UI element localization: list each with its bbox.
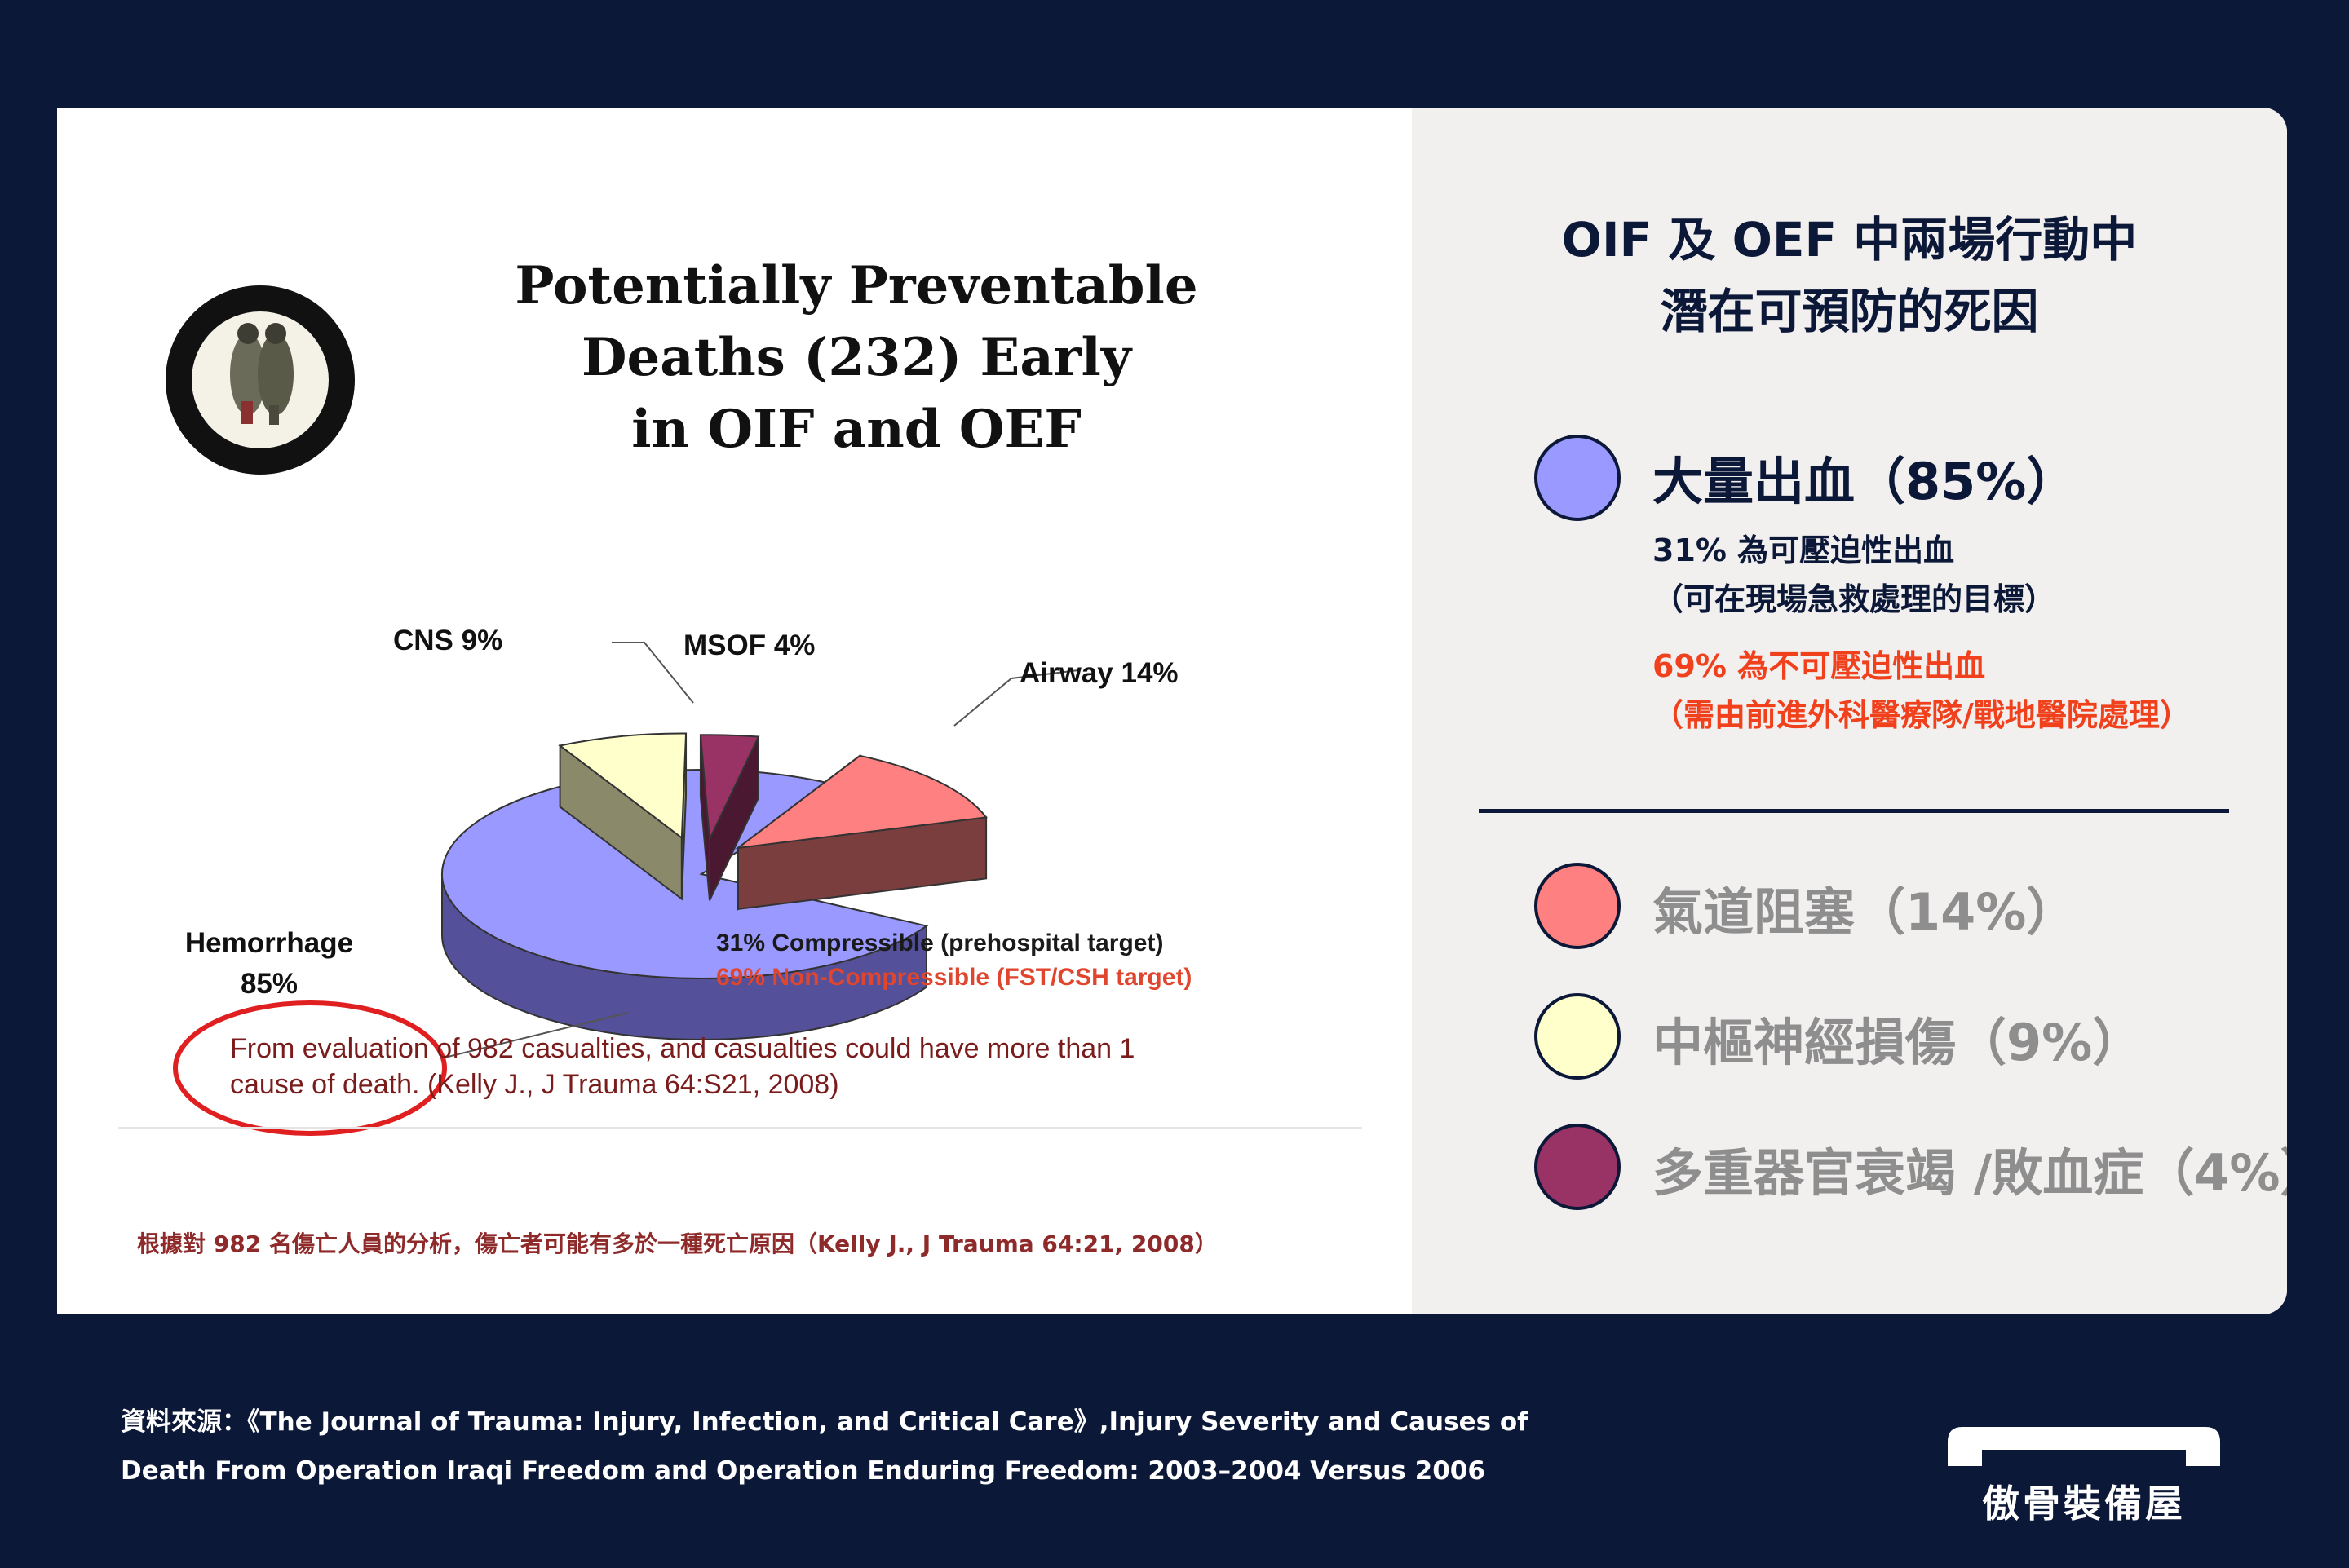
- msof-legend-label: 多重器官衰竭 /敗血症（4%）: [1652, 1143, 2287, 1203]
- slide-divider: [118, 1127, 1362, 1129]
- hemorrhage-leader-line: [444, 1012, 629, 1058]
- cns-leader-line: [612, 642, 694, 704]
- hemorrhage-highlight-ellipse: [173, 1000, 447, 1136]
- footer-line: Death From Operation Iraqi Freedom and O…: [121, 1456, 1485, 1486]
- footer-line: 資料來源：《The Journal of Trauma: Injury, Inf…: [121, 1407, 1528, 1437]
- hemorrhage-label: Hemorrhage 85%: [147, 923, 392, 1005]
- compressible-line: 31% 為可壓迫性出血: [1652, 532, 1955, 568]
- caption-line: From evaluation of 982 casualties, and c…: [230, 1033, 1135, 1064]
- source-slide: Potentially Preventable Deaths (232) Ear…: [57, 108, 1412, 1314]
- panel-title: OIF 及 OEF 中兩場行動中 潛在可預防的死因: [1412, 204, 2287, 347]
- tccc-logo: [166, 285, 355, 475]
- cns-dot: [1534, 993, 1621, 1080]
- hemorrhage-dot: [1534, 435, 1621, 521]
- panel-title-line: 潛在可預防的死因: [1660, 284, 2039, 339]
- pie-chart: [173, 642, 1079, 1136]
- slide-title-line: Deaths (232) Early: [582, 327, 1131, 388]
- slide-title: Potentially Preventable Deaths (232) Ear…: [449, 250, 1264, 466]
- pie-slice-airway: [735, 754, 988, 850]
- brand-logo: [1948, 1427, 2220, 1466]
- pie-slice-msof: [699, 734, 760, 842]
- noncompressible-note: 69% Non-Compressible (FST/CSH target): [716, 964, 1192, 991]
- hemorrhage-legend-label: 大量出血（85%）: [1652, 452, 2077, 511]
- hemorrhage-value: 85%: [240, 968, 299, 1000]
- hemorrhage-name: Hemorrhage: [184, 927, 354, 959]
- airway-label: Airway 14%: [1020, 657, 1179, 689]
- cns-label: CNS 9%: [393, 625, 503, 656]
- legend-panel: OIF 及 OEF 中兩場行動中 潛在可預防的死因 大量出血（85%） 31% …: [1412, 108, 2287, 1314]
- brand-name: 傲骨裝備屋: [1982, 1482, 2186, 1526]
- airway-legend-label: 氣道阻塞（14%）: [1652, 882, 2077, 942]
- noncompressible-detail: （需由前進外科醫療隊/戰地醫院處理）: [1652, 697, 2191, 733]
- noncompressible-line: 69% 為不可壓迫性出血: [1652, 648, 1986, 684]
- cns-legend-label: 中樞神經損傷（9%）: [1652, 1013, 2143, 1072]
- slide-title-line: in OIF and OEF: [631, 399, 1082, 460]
- chinese-caption: 根據對 982 名傷亡人員的分析，傷亡者可能有多於一種死亡原因（Kelly J.…: [137, 1230, 1218, 1257]
- slide-caption: From evaluation of 982 casualties, and c…: [230, 1031, 1315, 1102]
- caption-line: cause of death. (Kelly J., J Trauma 64:S…: [230, 1069, 839, 1100]
- airway-leader-line: [953, 669, 1079, 727]
- content-card: Potentially Preventable Deaths (232) Ear…: [57, 108, 2287, 1314]
- msof-dot: [1534, 1124, 1621, 1210]
- slide-title-line: Potentially Preventable: [515, 255, 1198, 316]
- source-footer: 資料來源：《The Journal of Trauma: Injury, Inf…: [121, 1398, 1573, 1495]
- compressible-note: 31% Compressible (prehospital target): [716, 930, 1164, 956]
- pie-slice-cns: [558, 732, 688, 840]
- panel-title-line: OIF 及 OEF 中兩場行動中: [1561, 212, 2138, 267]
- airway-dot: [1534, 863, 1621, 949]
- msof-label: MSOF 4%: [683, 629, 816, 661]
- panel-divider: [1479, 809, 2229, 813]
- compressible-detail: （可在現場急救處理的目標）: [1652, 581, 2056, 617]
